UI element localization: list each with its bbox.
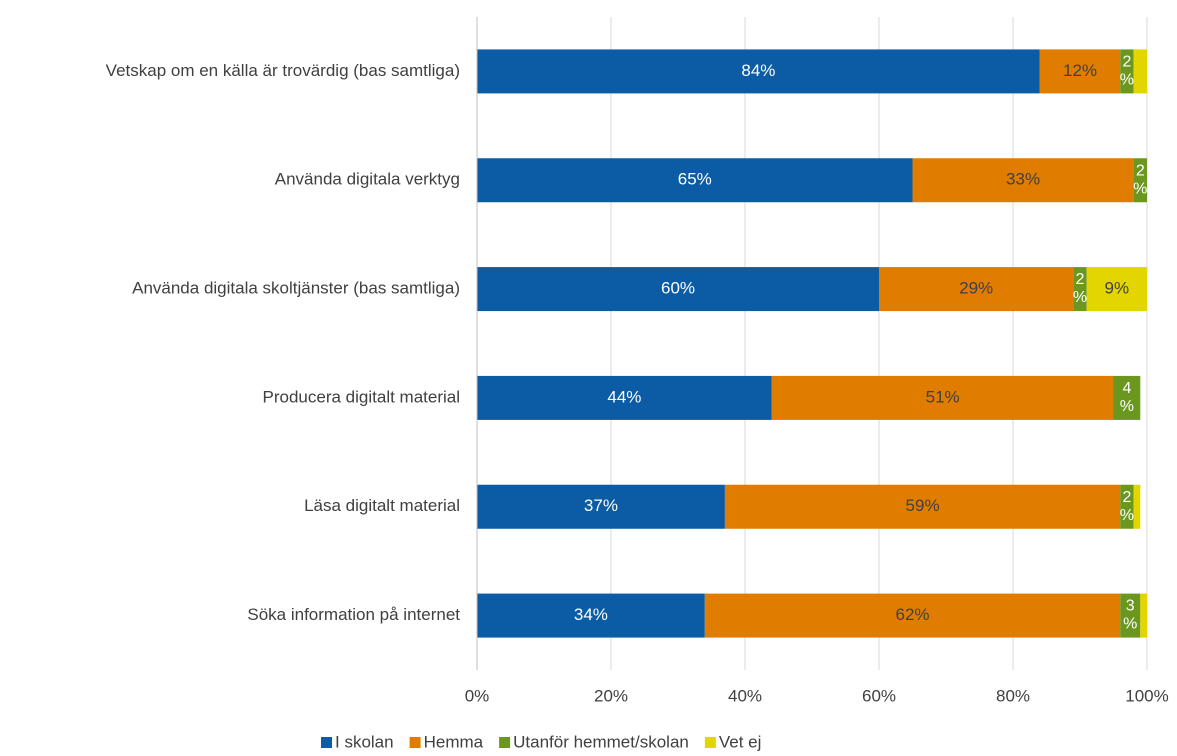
y-tick-label: Vetskap om en källa är trovärdig (bas sa… xyxy=(106,61,460,80)
data-label: 12% xyxy=(1063,61,1097,80)
bar-segment xyxy=(1133,49,1147,94)
bar-segment xyxy=(477,49,1040,94)
bar-segment xyxy=(1086,267,1147,312)
data-label: 51% xyxy=(926,387,960,406)
bar-segment xyxy=(1073,267,1087,312)
data-label: 2% xyxy=(1120,489,1134,524)
bar-segment xyxy=(912,158,1134,203)
bar-segment xyxy=(724,484,1121,529)
data-label: 4% xyxy=(1120,380,1134,415)
x-tick-label: 40% xyxy=(728,686,762,705)
bar-segment xyxy=(1133,484,1141,529)
bar-segment xyxy=(1140,593,1147,638)
data-label: 65% xyxy=(678,170,712,189)
legend-label: I skolan xyxy=(335,732,394,751)
x-tick-label: 60% xyxy=(862,686,896,705)
legend-swatch xyxy=(409,737,421,748)
legend-swatch xyxy=(499,737,511,748)
data-label: 33% xyxy=(1006,170,1040,189)
y-tick-label: Producera digitalt material xyxy=(263,387,460,406)
legend-label: Hemma xyxy=(424,732,484,751)
data-label: 2% xyxy=(1073,271,1087,306)
y-tick-label: Söka information på internet xyxy=(247,605,460,624)
data-label: 34% xyxy=(574,605,608,624)
x-tick-label: 80% xyxy=(996,686,1030,705)
legend-swatch xyxy=(321,737,332,748)
data-label: 62% xyxy=(895,605,929,624)
bar-segment xyxy=(477,375,772,420)
bar-segment xyxy=(477,593,705,638)
x-tick-label: 100% xyxy=(1125,686,1168,705)
x-tick-label: 20% xyxy=(594,686,628,705)
bar-segment xyxy=(477,484,725,529)
data-label: 60% xyxy=(661,279,695,298)
bar-segment xyxy=(477,158,913,203)
y-tick-label: Använda digitala verktyg xyxy=(275,170,460,189)
bar-segment xyxy=(704,593,1121,638)
bar-segment xyxy=(1039,49,1121,94)
bar-segment xyxy=(1120,484,1134,529)
bar-segment xyxy=(477,267,879,312)
data-label: 29% xyxy=(959,279,993,298)
y-tick-label: Läsa digitalt material xyxy=(304,496,460,515)
bar-segment xyxy=(1133,158,1147,203)
legend-label: Vet ej xyxy=(719,732,762,751)
data-label: 9% xyxy=(1105,279,1130,298)
data-label: 2% xyxy=(1120,54,1134,89)
legend-label: Utanför hemmet/skolan xyxy=(513,732,689,751)
bar-segment xyxy=(771,375,1114,420)
data-label: 44% xyxy=(607,387,641,406)
y-tick-label: Använda digitala skoltjänster (bas samtl… xyxy=(132,279,460,298)
data-label: 37% xyxy=(584,496,618,515)
legend-swatch xyxy=(704,737,716,748)
data-label: 2% xyxy=(1133,162,1147,197)
x-tick-label: 0% xyxy=(465,686,490,705)
bar-segment xyxy=(1113,375,1141,420)
data-label: 84% xyxy=(741,61,775,80)
data-label: 59% xyxy=(906,496,940,515)
bar-segment xyxy=(1120,593,1141,638)
data-label: 3% xyxy=(1123,598,1137,633)
bar-segment xyxy=(879,267,1074,312)
bar-segment xyxy=(1120,49,1134,94)
